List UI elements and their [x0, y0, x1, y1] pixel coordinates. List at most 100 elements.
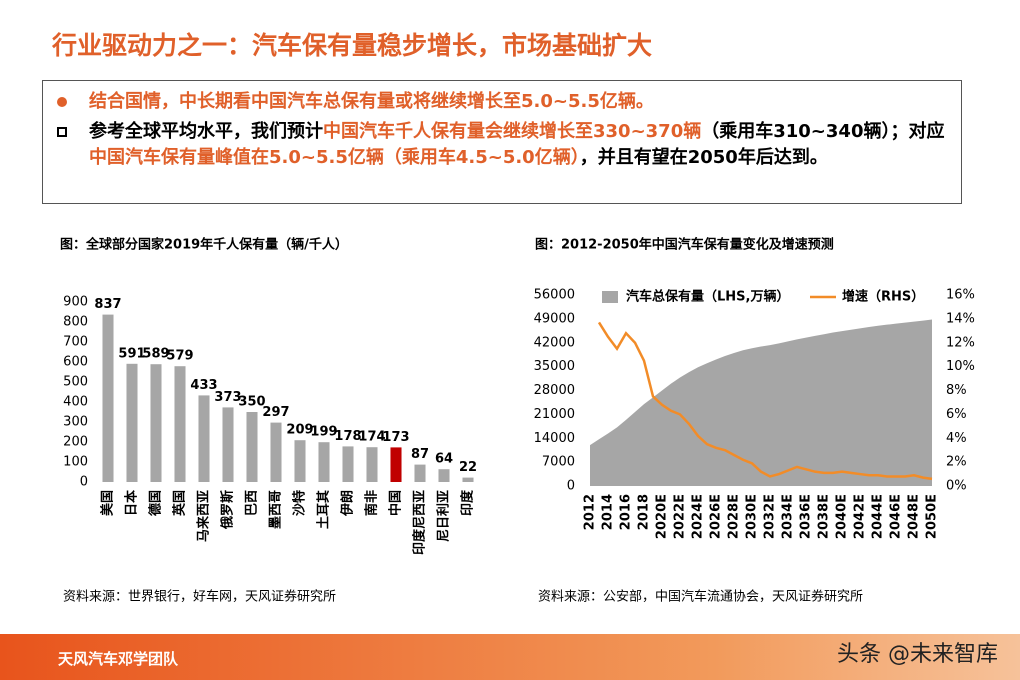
value-label: 579 — [166, 349, 193, 364]
bar — [438, 469, 450, 482]
footer: 天风汽车邓学团队 头条 @未来智库 — [0, 634, 1020, 680]
y-tick-label: 7000 — [542, 455, 575, 470]
x-tick-label: 2044E — [871, 494, 886, 539]
y2-tick-label: 14% — [946, 311, 975, 326]
x-tick-label: 2026E — [709, 494, 724, 539]
x-tick-label: 2042E — [853, 494, 868, 539]
x-tick-label: 2038E — [817, 494, 832, 539]
value-label: 178 — [334, 429, 361, 444]
bar — [246, 412, 258, 482]
watermark: 头条 @未来智库 — [837, 642, 998, 667]
bullet-text: 参考全球平均水平，我们预计 — [89, 121, 323, 142]
x-tick-label: 德国 — [148, 490, 164, 516]
value-label: 350 — [238, 395, 265, 410]
y-tick-label: 500 — [63, 375, 88, 390]
value-label: 591 — [118, 346, 145, 361]
bullet-dot — [57, 97, 67, 107]
value-label: 199 — [310, 425, 337, 440]
legend-swatch — [602, 291, 618, 303]
x-tick-label: 2014 — [601, 494, 616, 530]
y2-tick-label: 12% — [946, 335, 975, 350]
x-tick-label: 2012 — [583, 494, 598, 530]
x-tick-label: 伊朗 — [340, 490, 356, 517]
value-label: 173 — [382, 430, 409, 445]
bullet: 参考全球平均水平，我们预计中国汽车千人保有量会继续增长至330~370辆（乘用车… — [57, 119, 947, 171]
y-tick-label: 300 — [63, 415, 88, 430]
bar — [150, 364, 162, 482]
value-label: 297 — [262, 405, 289, 420]
chart-title: 图：全球部分国家2019年千人保有量（辆/千人） — [60, 237, 348, 253]
x-tick-label: 英国 — [172, 490, 188, 517]
bar — [366, 447, 378, 482]
x-tick-label: 2024E — [691, 494, 706, 539]
x-tick-label: 2046E — [889, 494, 904, 539]
y2-tick-label: 8% — [946, 383, 967, 398]
legend-label: 汽车总保有量（LHS,万辆） — [626, 289, 789, 305]
charts: 图：全球部分国家2019年千人保有量（辆/千人） 0 100 200 300 400 500… — [60, 237, 975, 605]
bullet: 结合国情，中长期看中国汽车总保有量或将继续增长至5.0~5.5亿辆。 — [57, 89, 947, 115]
x-tick-label: 俄罗斯 — [220, 490, 236, 530]
y-tick-label: 42000 — [534, 335, 575, 350]
x-tick-label: 南非 — [364, 490, 380, 516]
chart-title: 图：2012-2050年中国汽车保有量变化及增速预测 — [535, 237, 834, 253]
y-tick-label: 400 — [63, 395, 88, 410]
legend-label: 增速（RHS） — [842, 289, 924, 305]
bar — [462, 477, 474, 482]
x-tick-label: 马来西亚 — [196, 490, 212, 542]
y-tick-label: 100 — [63, 455, 88, 470]
x-tick-label: 2016 — [619, 494, 634, 530]
bar — [102, 314, 114, 482]
value-label: 64 — [435, 452, 453, 467]
x-tick-label: 土耳其 — [316, 490, 332, 529]
y2-tick-label: 2% — [946, 455, 967, 470]
bar — [222, 407, 234, 482]
bar — [270, 422, 282, 482]
x-tick-label: 2022E — [673, 494, 688, 539]
bullet-text: 结合国情，中长期看中国汽车总保有量或将继续增长至5.0~5.5亿辆。 — [89, 91, 654, 112]
y-tick-label: 0 — [567, 479, 575, 494]
y-tick-label: 56000 — [534, 288, 575, 303]
bar — [414, 464, 426, 482]
chart-source: 资料来源：世界银行，好车网，天风证券研究所 — [63, 589, 336, 605]
y2-tick-label: 4% — [946, 431, 967, 446]
x-tick-label: 印度 — [460, 489, 476, 516]
y-tick-label: 200 — [63, 435, 88, 450]
x-tick-label: 2020E — [655, 494, 670, 539]
y-tick-label: 49000 — [534, 311, 575, 326]
x-tick-label: 墨西哥 — [268, 490, 284, 529]
y-tick-label: 21000 — [534, 407, 575, 422]
value-label: 589 — [142, 347, 169, 362]
y-tick-label: 800 — [63, 315, 88, 330]
y2-tick-label: 0% — [946, 479, 967, 494]
value-label: 174 — [358, 430, 385, 445]
bar — [342, 446, 354, 482]
bar — [198, 395, 210, 482]
x-tick-label: 沙特 — [292, 490, 308, 516]
x-tick-label: 印度尼西亚 — [412, 490, 428, 555]
y-tick-label: 35000 — [534, 359, 575, 374]
bullet-text: ，并且有望在2050年后达到。 — [579, 147, 828, 168]
summary-box: 结合国情，中长期看中国汽车总保有量或将继续增长至5.0~5.5亿辆。 参考全球平… — [42, 80, 962, 204]
y-tick-label: 700 — [63, 335, 88, 350]
bar — [174, 366, 186, 482]
x-tick-label: 2032E — [763, 494, 778, 539]
bullet-text: 中国汽车千人保有量会继续增长至330~370辆 — [323, 121, 702, 142]
value-label: 22 — [459, 460, 477, 475]
y-tick-label: 900 — [63, 295, 88, 310]
x-tick-label: 2048E — [907, 494, 922, 539]
y2-tick-label: 16% — [946, 288, 975, 303]
y-tick-label: 0 — [80, 475, 88, 490]
bar — [390, 447, 402, 482]
line — [597, 321, 933, 481]
y-tick-label: 28000 — [534, 383, 575, 398]
team-name: 天风汽车邓学团队 — [58, 650, 179, 668]
y2-tick-label: 6% — [946, 407, 967, 422]
bullet-text: 中国汽车保有量峰值在5.0~5.5亿辆（乘用车4.5~5.0亿辆） — [89, 147, 580, 168]
x-tick-label: 巴西 — [245, 490, 260, 516]
chart-source: 资料来源：公安部，中国汽车流通协会，天风证券研究所 — [538, 589, 863, 605]
bar — [294, 440, 306, 482]
value-label: 837 — [94, 297, 121, 312]
y-tick-label: 14000 — [534, 431, 575, 446]
x-tick-label: 2018 — [637, 494, 652, 530]
